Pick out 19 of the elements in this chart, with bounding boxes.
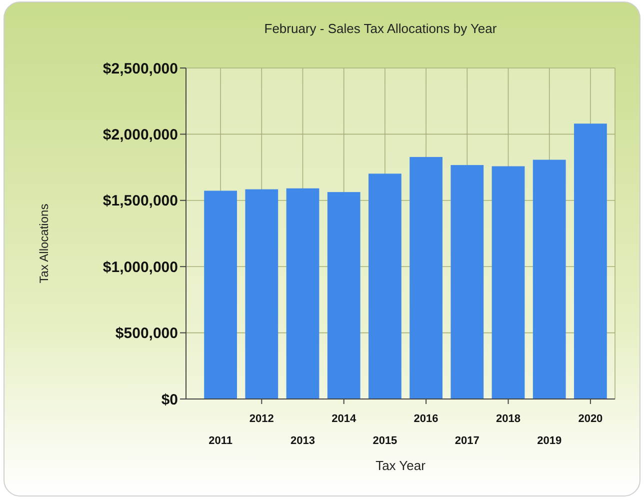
y-tick-label: $500,000 bbox=[115, 325, 178, 342]
x-tick-label: 2019 bbox=[537, 435, 562, 447]
y-tick-label: $1,000,000 bbox=[102, 258, 178, 276]
x-tick-label: 2011 bbox=[208, 435, 232, 447]
x-tick-label: 2012 bbox=[249, 413, 274, 425]
y-tick-label: $2,500,000 bbox=[102, 60, 178, 78]
y-tick-label: $0 bbox=[161, 391, 178, 408]
x-tick-label: 2020 bbox=[578, 413, 603, 425]
x-tick-label: 2018 bbox=[496, 413, 520, 425]
x-tick-label: 2014 bbox=[332, 413, 357, 425]
y-tick-label: $1,500,000 bbox=[102, 192, 178, 210]
y-tick-label: $2,000,000 bbox=[102, 126, 178, 144]
chart-title: February - Sales Tax Allocations by Year bbox=[264, 21, 498, 36]
x-tick-label: 2013 bbox=[290, 435, 315, 447]
y-axis-title: Tax Allocations bbox=[37, 204, 51, 284]
x-tick-label: 2016 bbox=[414, 413, 438, 425]
x-axis-title: Tax Year bbox=[376, 458, 426, 473]
x-tick-label: 2015 bbox=[372, 435, 398, 447]
x-tick-label: 2017 bbox=[454, 435, 480, 447]
